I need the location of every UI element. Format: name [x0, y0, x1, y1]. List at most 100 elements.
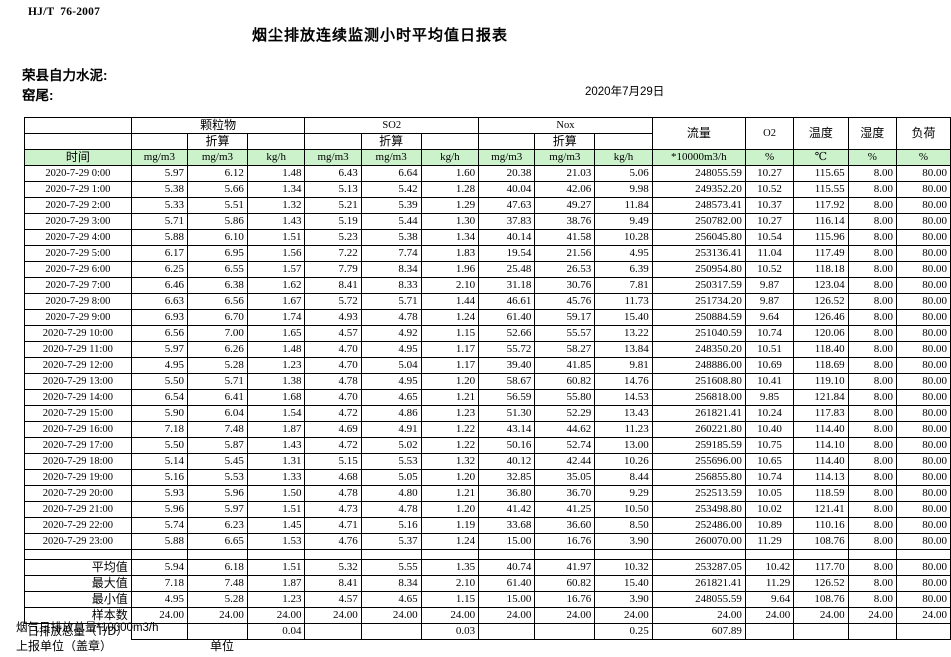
group-header-temperature: 温度 [793, 117, 849, 150]
cell-value: 10.28 [594, 229, 653, 246]
table-row: 2020-7-29 21:00 5.96 5.97 1.51 4.73 4.78 1.20 4… [24, 501, 951, 518]
cell-value: 1.51 [246, 229, 306, 246]
cell-value: 1.23 [420, 405, 480, 422]
cell-value: 6.38 [187, 277, 248, 294]
cell-value: 21.56 [534, 245, 596, 262]
summary-value: 4.57 [304, 591, 362, 608]
cell-value: 49.27 [534, 197, 596, 214]
summary-value: 8.00 [847, 559, 897, 576]
table-row: 2020-7-29 6:00 6.25 6.55 1.57 7.79 8.34 1.96 25… [24, 261, 951, 278]
cell-value: 4.71 [304, 517, 362, 534]
cell-value: 1.65 [246, 325, 306, 342]
cell-value: 8.00 [847, 229, 897, 246]
cell-value: 8.00 [847, 309, 897, 326]
cell-value: 7.48 [187, 421, 248, 438]
cell-value: 117.49 [793, 245, 849, 262]
cell-value: 4.69 [304, 421, 362, 438]
cell-value: 5.15 [304, 453, 362, 470]
cell-value: 10.27 [744, 165, 795, 182]
cell-value: 8.00 [847, 341, 897, 358]
spacer-cell [360, 549, 422, 560]
cell-value: 80.00 [895, 389, 951, 406]
cell-value: 10.74 [744, 325, 795, 342]
cell-value: 6.23 [187, 517, 248, 534]
cell-value: 250782.00 [651, 213, 746, 230]
cell-value: 1.44 [420, 293, 480, 310]
sub-header-nox-converted: 折算 [534, 133, 596, 150]
spacer-cell [304, 549, 362, 560]
cell-value: 5.50 [130, 373, 189, 390]
cell-value: 5.44 [360, 213, 422, 230]
cell-value: 4.78 [304, 485, 362, 502]
sub-header-so2-converted: 折算 [360, 133, 422, 150]
cell-value: 6.95 [187, 245, 248, 262]
summary-value: 1.87 [246, 575, 306, 592]
cell-value: 7.79 [304, 261, 362, 278]
table-row: 2020-7-29 22:00 5.74 6.23 1.45 4.71 5.16 1.19 3… [24, 517, 951, 534]
cell-value: 118.59 [793, 485, 849, 502]
cell-value: 13.22 [594, 325, 653, 342]
cell-value: 10.54 [744, 229, 795, 246]
cell-value: 15.00 [478, 533, 536, 550]
cell-value: 1.60 [420, 165, 480, 182]
cell-value: 14.53 [594, 389, 653, 406]
cell-time: 2020-7-29 17:00 [24, 437, 132, 454]
summary-value: 7.18 [130, 575, 189, 592]
cell-value: 261821.41 [651, 405, 746, 422]
table-row: 2020-7-29 1:00 5.38 5.66 1.34 5.13 5.42 1.28 40… [24, 181, 951, 198]
cell-value: 260221.80 [651, 421, 746, 438]
summary-value: 40.74 [478, 559, 536, 576]
cell-value: 15.40 [594, 309, 653, 326]
summary-value: 80.00 [895, 591, 951, 608]
cell-value: 1.53 [246, 533, 306, 550]
summary-value: 2.10 [420, 575, 480, 592]
cell-value: 5.21 [304, 197, 362, 214]
cell-value: 7.81 [594, 277, 653, 294]
cell-value: 1.62 [246, 277, 306, 294]
sub-header-pm-raw [130, 133, 189, 150]
cell-value: 248573.41 [651, 197, 746, 214]
cell-value: 5.53 [187, 469, 248, 486]
summary-label: 样本数 [24, 607, 132, 624]
cell-value: 1.56 [246, 245, 306, 262]
cell-value: 8.00 [847, 437, 897, 454]
table-row: 2020-7-29 15:00 5.90 6.04 1.54 4.72 4.86 1.23 5… [24, 405, 951, 422]
table-row: 2020-7-29 19:00 5.16 5.53 1.33 4.68 5.05 1.20 3… [24, 469, 951, 486]
cell-value: 80.00 [895, 405, 951, 422]
cell-value: 8.00 [847, 405, 897, 422]
standard-code: HJ/T 76-2007 [28, 6, 101, 18]
cell-value: 1.15 [420, 325, 480, 342]
spacer-cell [130, 549, 189, 560]
summary-value: 24.00 [534, 607, 596, 624]
cell-value: 123.04 [793, 277, 849, 294]
group-header-humidity: 湿度 [847, 117, 897, 150]
cell-value: 1.96 [420, 261, 480, 278]
cell-value: 5.87 [187, 437, 248, 454]
table-row: 2020-7-29 2:00 5.33 5.51 1.32 5.21 5.39 1.29 47… [24, 197, 951, 214]
cell-value: 9.49 [594, 213, 653, 230]
sub-header-so2-raw [304, 133, 362, 150]
cell-value: 8.00 [847, 213, 897, 230]
summary-value: 8.00 [847, 575, 897, 592]
cell-value: 1.21 [420, 485, 480, 502]
summary-value: 10.32 [594, 559, 653, 576]
daily-total-value: 0.25 [594, 623, 653, 640]
summary-value: 24.00 [187, 607, 248, 624]
cell-value: 115.96 [793, 229, 849, 246]
unit-header-o2: % [744, 149, 795, 166]
summary-value: 60.82 [534, 575, 596, 592]
cell-value: 4.76 [304, 533, 362, 550]
sub-header-nox-raw [478, 133, 536, 150]
summary-value: 1.35 [420, 559, 480, 576]
cell-value: 1.48 [246, 165, 306, 182]
cell-time: 2020-7-29 13:00 [24, 373, 132, 390]
summary-row: 最小值 4.95 5.28 1.23 4.57 4.65 1.15 15.00 16.76 3.9… [24, 591, 951, 608]
unit-header-temperature: ℃ [793, 149, 849, 166]
cell-value: 43.14 [478, 421, 536, 438]
cell-value: 80.00 [895, 293, 951, 310]
cell-value: 36.70 [534, 485, 596, 502]
cell-value: 2.10 [420, 277, 480, 294]
unit-header-so2-rate: kg/h [420, 149, 480, 166]
cell-value: 60.82 [534, 373, 596, 390]
cell-time: 2020-7-29 21:00 [24, 501, 132, 518]
